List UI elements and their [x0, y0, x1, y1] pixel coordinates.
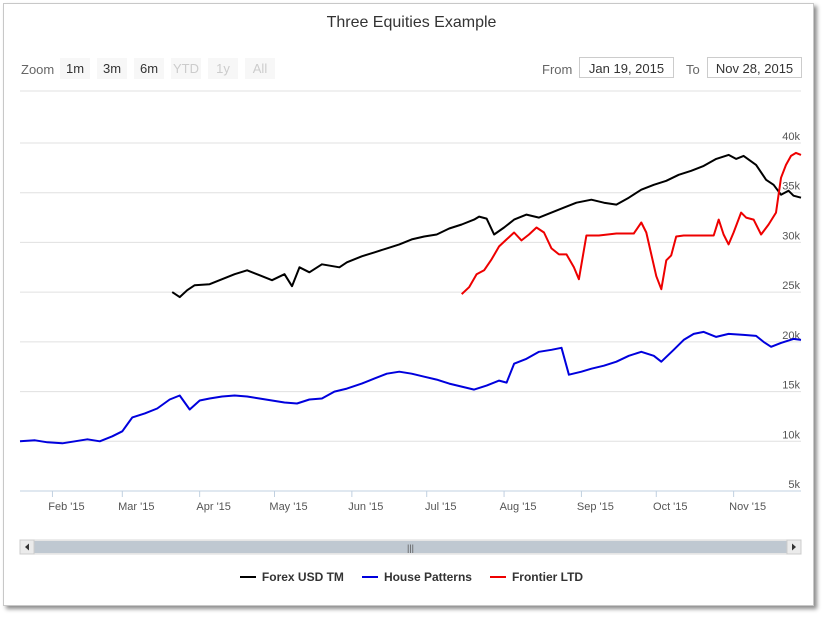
- scrollbar[interactable]: |||: [19, 539, 802, 555]
- chart-frame: [3, 3, 814, 606]
- legend-item-forex[interactable]: Forex USD TM: [239, 570, 344, 584]
- y-tick-label: 35k: [782, 181, 800, 193]
- series-line-house-patterns[interactable]: [19, 330, 802, 445]
- x-tick-label: Sep '15: [577, 501, 614, 513]
- from-date-input[interactable]: Jan 19, 2015: [579, 57, 674, 78]
- grip-icon[interactable]: |||: [407, 543, 414, 553]
- zoom-1m-button[interactable]: 1m: [60, 58, 90, 79]
- legend: Forex USD TM House Patterns Frontier LTD: [0, 570, 823, 584]
- series-line-frontier-ltd[interactable]: [461, 151, 802, 295]
- legend-line-forex: [239, 576, 256, 578]
- legend-line-frontier: [489, 576, 506, 578]
- series-line-forex-usd-tm[interactable]: [171, 153, 802, 299]
- x-tick-label: Aug '15: [500, 501, 537, 513]
- y-tick-label: 30k: [782, 230, 800, 242]
- legend-item-house[interactable]: House Patterns: [361, 570, 472, 584]
- zoom-label: Zoom: [21, 62, 55, 77]
- y-tick-label: 5k: [788, 479, 800, 491]
- y-tick-label: 25k: [782, 280, 800, 292]
- series-group: [19, 151, 802, 445]
- zoom-1y-button[interactable]: 1y: [208, 58, 238, 79]
- y-tick-label: 10k: [782, 429, 800, 441]
- x-tick-label: Mar '15: [118, 501, 154, 513]
- x-tick-label: Jul '15: [425, 501, 456, 513]
- x-tick-label: Oct '15: [653, 501, 688, 513]
- zoom-all-button[interactable]: All: [245, 58, 275, 79]
- legend-label-house: House Patterns: [383, 570, 472, 584]
- zoom-ytd-button[interactable]: YTD: [171, 58, 201, 79]
- legend-label-forex: Forex USD TM: [261, 570, 344, 584]
- scrollbar-thumb[interactable]: [34, 541, 787, 553]
- arrow-left-icon[interactable]: [25, 543, 29, 551]
- to-date-input[interactable]: Nov 28, 2015: [707, 57, 802, 78]
- zoom-3m-button[interactable]: 3m: [97, 58, 127, 79]
- x-tick-label: Nov '15: [729, 501, 766, 513]
- legend-label-frontier: Frontier LTD: [511, 570, 584, 584]
- arrow-right-icon[interactable]: [792, 543, 796, 551]
- x-axis: Feb '15 Mar '15 Apr '15 May '15 Jun '15 Jul '…: [20, 490, 801, 513]
- x-tick-label: Jun '15: [348, 501, 383, 513]
- x-tick-label: Apr '15: [196, 501, 231, 513]
- zoom-6m-button[interactable]: 6m: [134, 58, 164, 79]
- chart-title: Three Equities Example: [326, 14, 497, 31]
- grid-lines: [20, 142, 801, 492]
- to-label: To: [686, 62, 700, 77]
- legend-item-frontier[interactable]: Frontier LTD: [489, 570, 584, 584]
- x-tick-label: May '15: [269, 501, 307, 513]
- from-label: From: [542, 62, 573, 77]
- x-tick-label: Feb '15: [48, 501, 84, 513]
- legend-line-house: [361, 576, 378, 578]
- y-tick-label: 15k: [782, 380, 800, 392]
- y-tick-label: 40k: [782, 131, 800, 143]
